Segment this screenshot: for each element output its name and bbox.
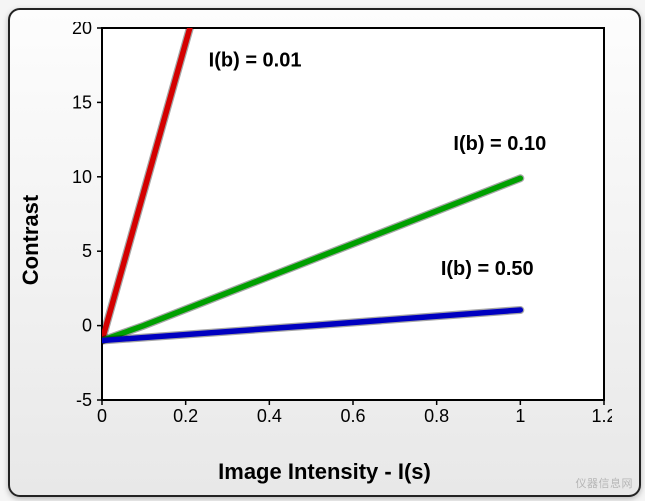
y-tick-label: 10 (72, 167, 92, 187)
x-tick-label: 0 (97, 406, 107, 426)
y-axis-label: Contrast (18, 194, 44, 284)
series-annotation: I(b) = 0.10 (453, 133, 546, 155)
x-tick-label: 0.4 (257, 406, 282, 426)
x-tick-label: 0.2 (173, 406, 198, 426)
chart-svg: 00.20.40.60.811.2 -505101520 I(b) = 0.01… (72, 22, 612, 428)
y-tick-label: -5 (76, 390, 92, 410)
x-ticks: 0 0.2 0.4 0.6 0.8 1 1.2 (97, 400, 612, 426)
x-tick-label: 0.8 (424, 406, 449, 426)
x-tick-label: 0.6 (340, 406, 365, 426)
plot-area-wrap: 00.20.40.60.811.2 -505101520 I(b) = 0.01… (72, 22, 612, 428)
y-ticks: -5 0 5 10 15 20 (72, 22, 102, 410)
x-tick-label: 1.2 (591, 406, 612, 426)
y-tick-label: 0 (82, 316, 92, 336)
watermark-text: 仪器信息网 (576, 475, 634, 491)
y-tick-label: 15 (72, 92, 92, 112)
x-axis-label: Image Intensity - I(s) (10, 459, 639, 485)
y-tick-label: 20 (72, 22, 92, 38)
chart-card: Contrast 00.20.40.60.811.2 -505101520 I(… (8, 8, 641, 497)
series-annotation: I(b) = 0.50 (441, 258, 534, 280)
series-annotation: I(b) = 0.01 (209, 50, 302, 72)
y-tick-label: 5 (82, 241, 92, 261)
x-tick-label: 1 (515, 406, 525, 426)
